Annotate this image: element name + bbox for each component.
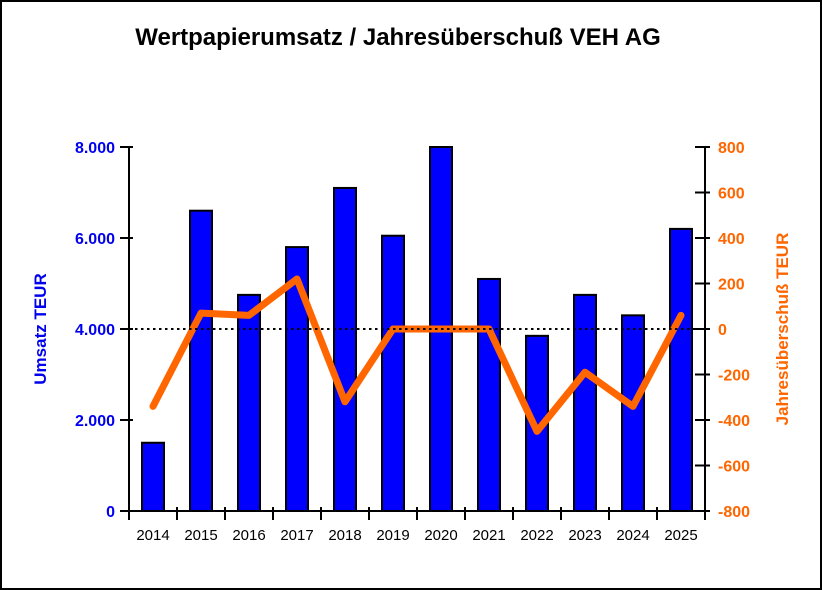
- right-axis-tick-label: 800: [718, 140, 745, 157]
- right-axis-tick-label: 200: [718, 277, 745, 294]
- left-axis-tick-label: 6.000: [75, 231, 115, 248]
- jahresueberschuss-line: [149, 275, 685, 435]
- umsatz-bar-2016: [237, 293, 261, 512]
- right-axis-tick-label: 0: [718, 322, 727, 339]
- left-axis-tick-label: 8.000: [75, 140, 115, 157]
- x-axis-year-label: 2021: [472, 527, 505, 544]
- left-axis-tick-label: 4.000: [75, 322, 115, 339]
- x-axis-year-label: 2019: [376, 527, 409, 544]
- right-axis-tick-label: -600: [718, 459, 750, 476]
- left-axis-tick-label: 0: [106, 504, 115, 521]
- right-axis-tick-label: -400: [718, 413, 750, 430]
- x-axis-year-label: 2015: [184, 527, 217, 544]
- right-axis-tick-label: -800: [718, 504, 750, 521]
- umsatz-bar-2018: [333, 186, 357, 512]
- x-axis-year-label: 2022: [520, 527, 553, 544]
- left-axis-title: Umsatz TEUR: [31, 273, 50, 384]
- umsatz-bar-2025: [669, 227, 693, 512]
- umsatz-bar-2024: [621, 314, 645, 512]
- x-axis-year-label: 2025: [664, 527, 697, 544]
- x-axis-year-label: 2018: [328, 527, 361, 544]
- umsatz-bar-2019: [381, 234, 405, 512]
- right-axis-tick-label: 600: [718, 186, 745, 203]
- umsatz-bar-2021: [477, 277, 501, 513]
- x-axis-year-label: 2024: [616, 527, 649, 544]
- x-axis-year-label: 2016: [232, 527, 265, 544]
- umsatz-bar-2023: [573, 293, 597, 512]
- x-axis-year-label: 2020: [424, 527, 457, 544]
- x-axis-year-label: 2023: [568, 527, 601, 544]
- chart-title: Wertpapierumsatz / Jahresüberschuß VEH A…: [135, 24, 661, 51]
- umsatz-bar-2014: [141, 441, 165, 512]
- x-axis-year-label: 2014: [136, 527, 169, 544]
- right-axis-tick-label: 400: [718, 231, 745, 248]
- right-axis-tick-label: -200: [718, 368, 750, 385]
- umsatz-bar-2015: [189, 209, 213, 512]
- left-axis-tick-label: 2.000: [75, 413, 115, 430]
- x-axis-year-label: 2017: [280, 527, 313, 544]
- right-axis-title: Jahresüberschuß TEUR: [773, 233, 792, 426]
